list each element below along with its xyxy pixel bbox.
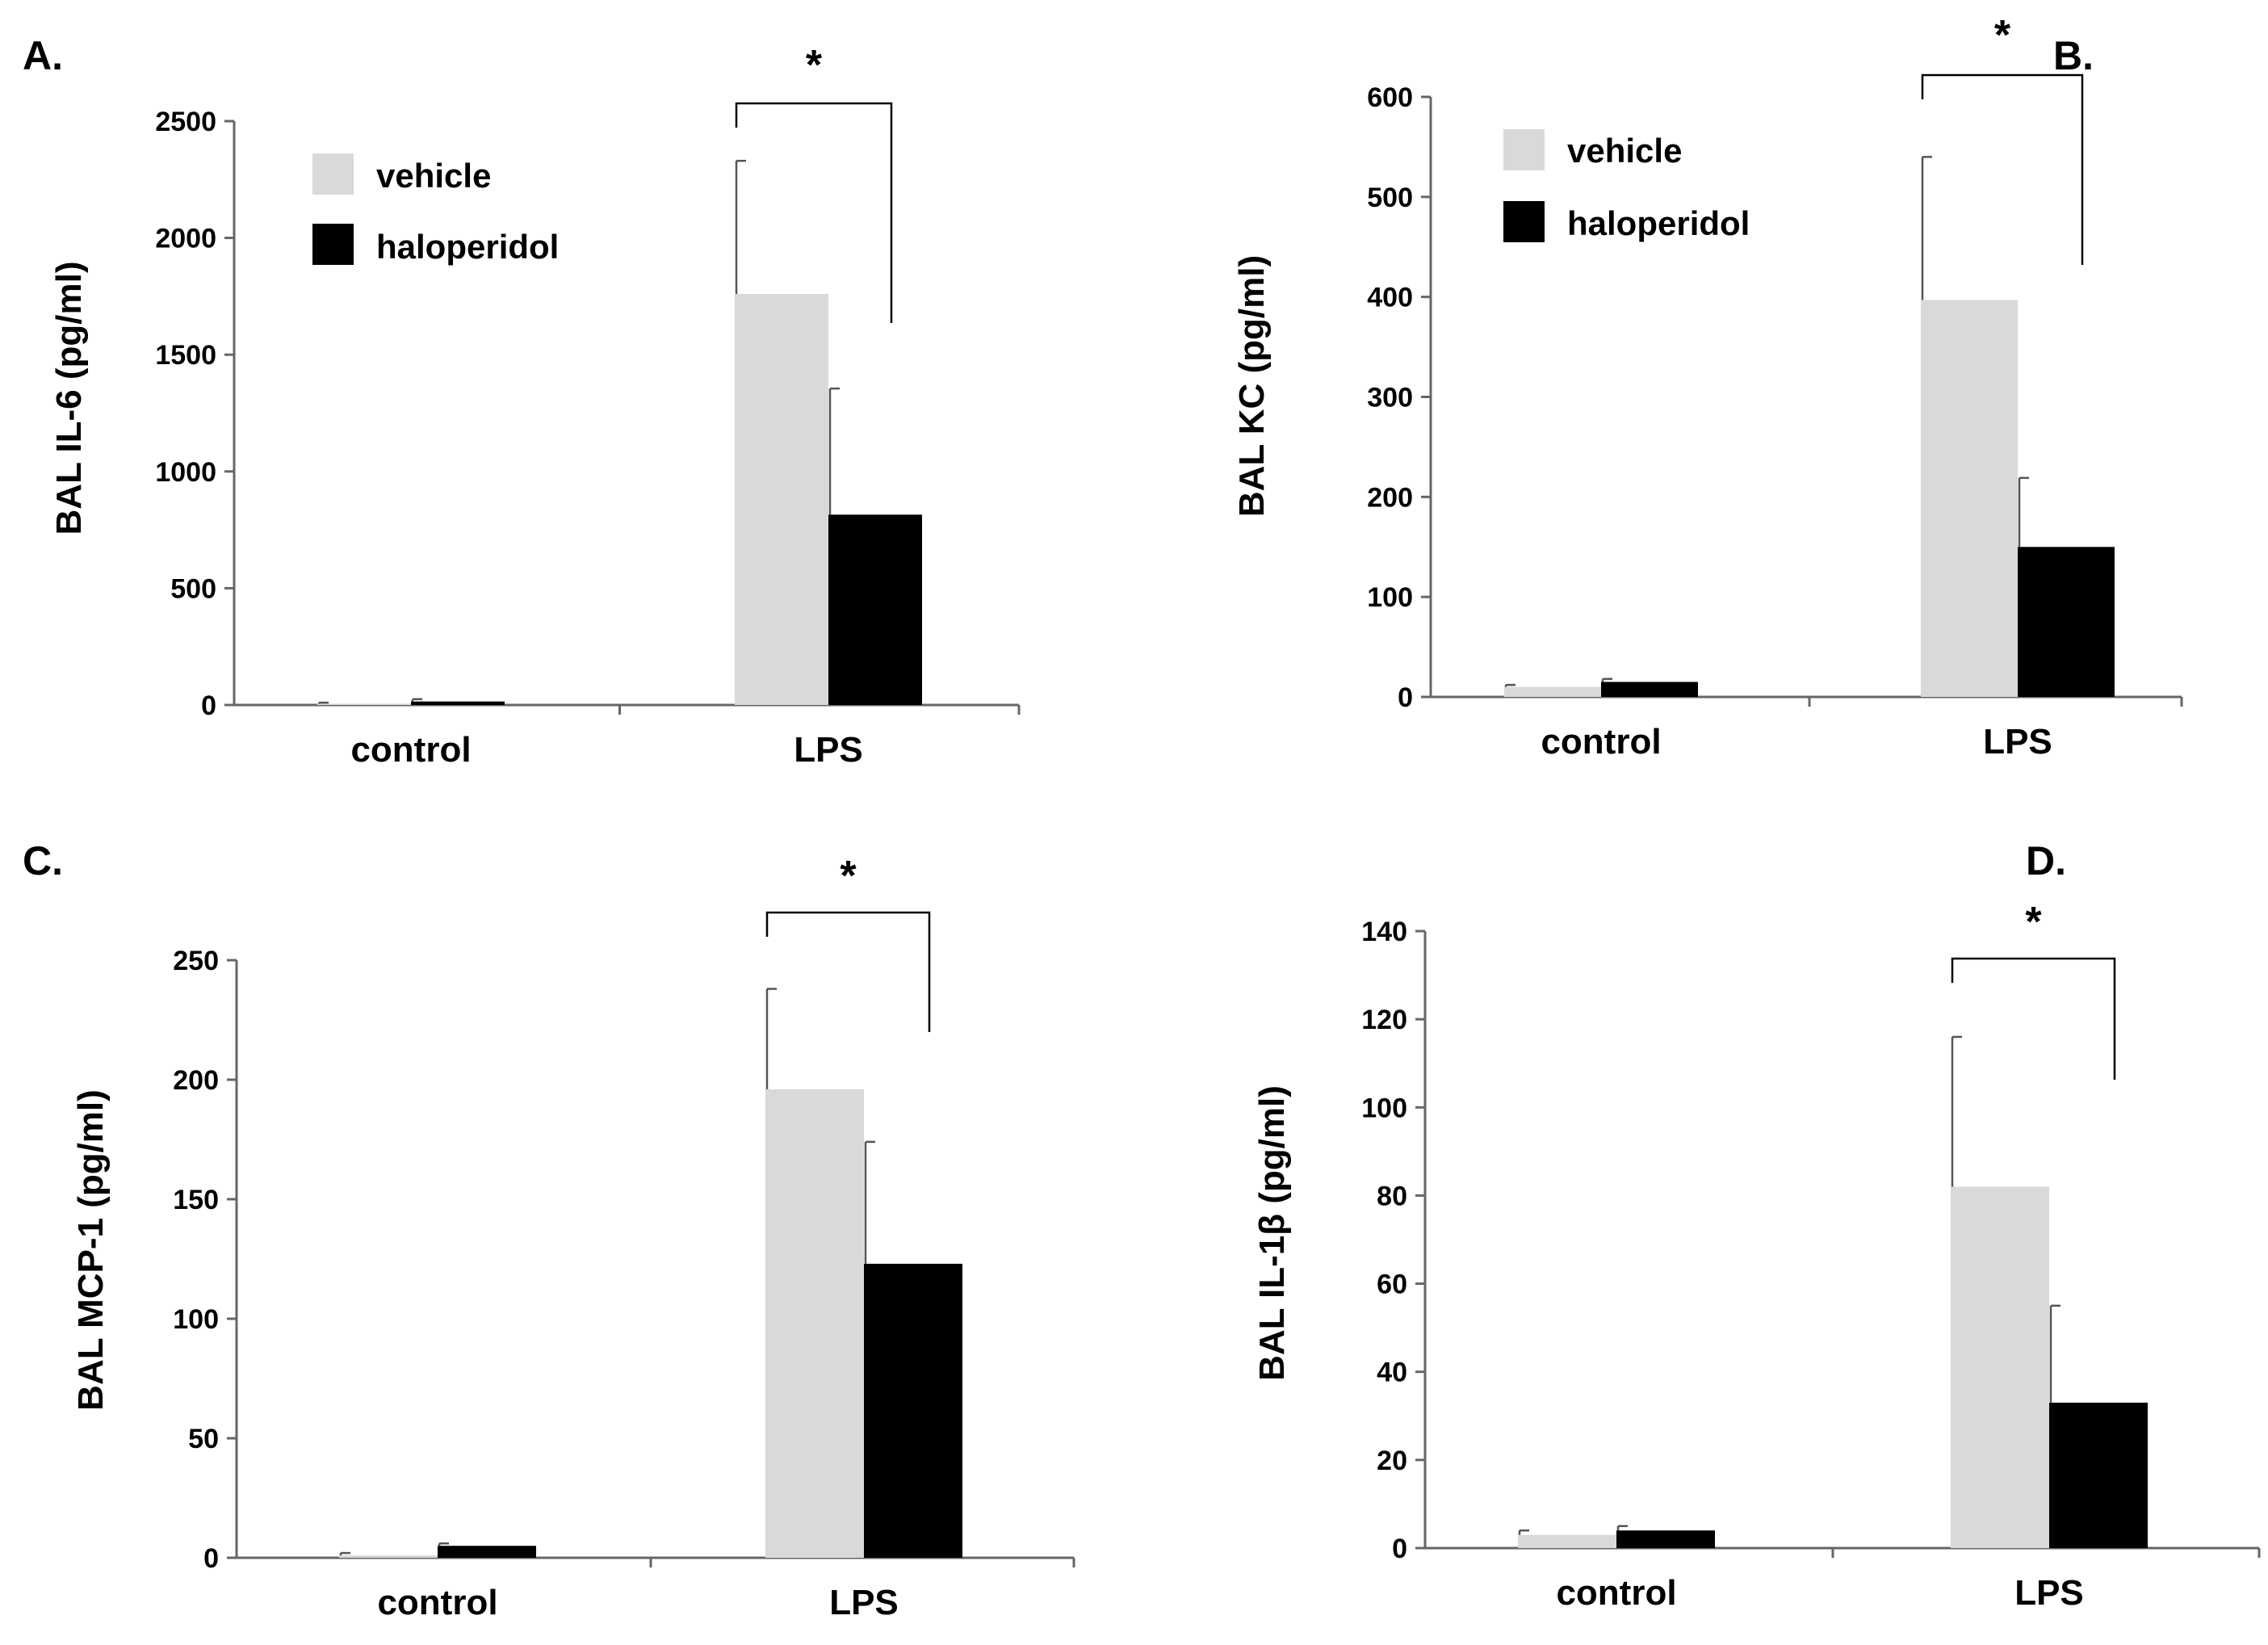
y-tick-label: 200: [173, 1065, 219, 1096]
y-tick-label: 40: [1377, 1358, 1407, 1388]
y-tick-label: 2000: [155, 224, 216, 254]
y-axis-title-d: BAL IL-1β (pg/ml): [1252, 1085, 1292, 1381]
chart-panel-d: D. BAL IL-1β (pg/ml) 0 20 40 60 80 100 120 140 c…: [1252, 838, 2261, 1613]
legend-label-haloperidol: haloperidol: [376, 228, 559, 266]
y-tick-label: 140: [1361, 917, 1407, 947]
x-category-label: control: [377, 1583, 497, 1622]
significance-star-a: *: [806, 42, 823, 89]
significance-star-b: *: [1994, 12, 2011, 59]
y-tick-label: 500: [1367, 183, 1413, 213]
x-category-label: control: [1541, 722, 1661, 762]
y-tick-label: 300: [1367, 383, 1413, 413]
y-tick-label: 20: [1377, 1446, 1407, 1476]
legend-label-vehicle: vehicle: [376, 157, 491, 195]
legend-swatch-haloperidol: [312, 224, 354, 265]
x-category-label: control: [1556, 1573, 1676, 1613]
y-tick-label: 2500: [155, 107, 216, 137]
bar-haloperidol-control: [1601, 682, 1698, 697]
x-category-label: LPS: [829, 1583, 899, 1622]
y-tick-label: 100: [1361, 1093, 1407, 1123]
panel-label-d: D.: [2026, 838, 2066, 883]
y-tick-label: 100: [173, 1304, 219, 1335]
bar-vehicle-LPS: [1951, 1186, 2049, 1548]
x-category-label: LPS: [1983, 722, 2052, 762]
y-tick-label: 120: [1361, 1005, 1407, 1035]
y-tick-label: 500: [170, 573, 216, 604]
y-tick-label: 60: [1377, 1269, 1407, 1300]
bar-vehicle-LPS: [765, 1089, 864, 1558]
y-tick-label: 400: [1367, 283, 1413, 313]
bar-haloperidol-LPS: [2018, 547, 2115, 697]
bar-vehicle-control: [317, 703, 411, 705]
significance-star-c: *: [840, 853, 857, 900]
y-axis-title-a: BAL IL-6 (pg/ml): [49, 262, 89, 535]
significance-bracket-d: [1951, 957, 2116, 1080]
x-category-label: control: [350, 730, 471, 770]
significance-bracket-c: [765, 911, 931, 1032]
chart-panel-b: B. BAL KC (pg/ml) vehicle haloperidol 0 1…: [1232, 12, 2183, 762]
y-tick-label: 600: [1367, 82, 1413, 113]
y-tick-label: 80: [1377, 1181, 1407, 1211]
y-tick-label: 0: [201, 690, 216, 721]
bar-haloperidol-control: [411, 701, 505, 705]
bar-vehicle-control: [339, 1555, 438, 1558]
y-axis-title-c: BAL MCP-1 (pg/ml): [71, 1089, 111, 1411]
x-category-label: LPS: [2014, 1573, 2084, 1613]
y-tick-label: 250: [173, 946, 219, 976]
bar-haloperidol-control: [438, 1546, 536, 1558]
bar-vehicle-LPS: [735, 294, 828, 705]
bar-haloperidol-LPS: [828, 514, 922, 705]
legend-swatch-vehicle: [1503, 129, 1545, 170]
y-tick-label: 50: [188, 1424, 219, 1454]
y-tick-label: 100: [1367, 582, 1413, 613]
y-tick-label: 200: [1367, 482, 1413, 513]
bar-haloperidol-LPS: [2049, 1402, 2148, 1548]
significance-bracket-b: [1921, 73, 2084, 265]
significance-star-d: *: [2025, 899, 2042, 946]
legend-swatch-vehicle: [312, 153, 354, 195]
y-axis-title-b: BAL KC (pg/ml): [1232, 255, 1272, 517]
y-tick-label: 0: [203, 1543, 219, 1574]
bar-vehicle-LPS: [1921, 300, 2018, 697]
y-tick-label: 1500: [155, 340, 216, 371]
panel-label-c: C.: [23, 838, 63, 883]
legend-swatch-haloperidol: [1503, 201, 1545, 242]
significance-bracket-a: [735, 102, 893, 323]
y-tick-label: 1000: [155, 457, 216, 488]
y-tick-label: 150: [173, 1185, 219, 1215]
panel-label-a: A.: [23, 33, 63, 78]
bar-haloperidol-LPS: [864, 1263, 962, 1558]
bar-haloperidol-control: [1616, 1530, 1715, 1548]
legend-label-haloperidol: haloperidol: [1567, 204, 1750, 242]
x-category-label: LPS: [794, 730, 863, 770]
legend-label-vehicle: vehicle: [1567, 132, 1682, 170]
y-tick-label: 0: [1392, 1534, 1407, 1564]
bar-vehicle-control: [1518, 1534, 1616, 1548]
chart-panel-a: A. BAL IL-6 (pg/ml) vehicle haloperidol …: [23, 33, 1021, 770]
chart-panel-c: C. BAL MCP-1 (pg/ml) 0 50 100 150 200 250 cont…: [23, 838, 1075, 1622]
bar-vehicle-control: [1504, 686, 1601, 697]
panel-label-b: B.: [2053, 33, 2094, 78]
y-tick-label: 0: [1398, 682, 1413, 713]
